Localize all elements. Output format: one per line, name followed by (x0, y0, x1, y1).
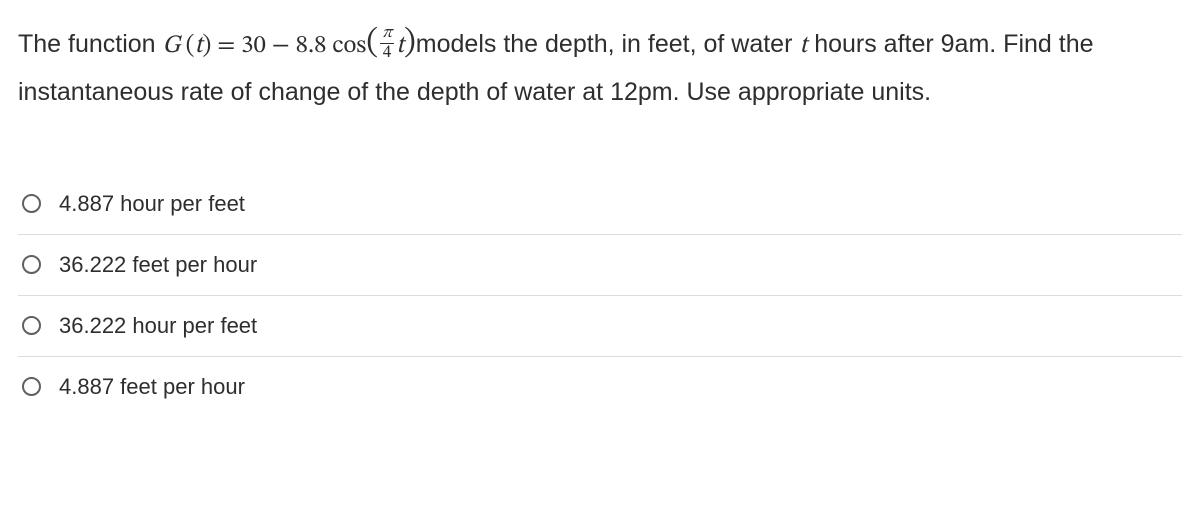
var-t-2: t (396, 33, 404, 58)
open-paren-1: ( (186, 33, 195, 58)
option-row[interactable]: 36.222 hour per feet (18, 295, 1182, 356)
coef-88: 8.8 (296, 33, 327, 58)
big-open-paren: ( (366, 26, 378, 59)
frac-num: π (380, 25, 394, 43)
option-label: 4.887 hour per feet (59, 191, 245, 217)
radio-icon[interactable] (22, 316, 41, 335)
option-label: 36.222 hour per feet (59, 313, 257, 339)
question-block: The function G (t) = 30 − 8.8 cos(π4t)mo… (0, 0, 1200, 427)
radio-icon[interactable] (22, 255, 41, 274)
cos-func: cos (327, 33, 367, 58)
big-close-paren: ) (404, 26, 416, 59)
options-list: 4.887 hour per feet 36.222 feet per hour… (18, 174, 1182, 417)
equals-sign: = (211, 33, 241, 58)
const-30: 30 (241, 33, 266, 58)
question-pre: The function (18, 30, 163, 58)
close-paren-1: ) (202, 33, 211, 58)
frac-den: 4 (380, 43, 394, 62)
func-name: G (163, 33, 181, 58)
minus-sign: − (266, 33, 296, 58)
question-text: The function G (t) = 30 − 8.8 cos(π4t)mo… (18, 18, 1182, 114)
question-post1: models the depth, in feet, of water (416, 30, 800, 58)
option-label: 36.222 feet per hour (59, 252, 257, 278)
radio-icon[interactable] (22, 194, 41, 213)
fraction-pi-4: π4 (380, 25, 394, 62)
option-row[interactable]: 36.222 feet per hour (18, 234, 1182, 295)
radio-icon[interactable] (22, 377, 41, 396)
option-row[interactable]: 4.887 hour per feet (18, 174, 1182, 234)
option-label: 4.887 feet per hour (59, 374, 245, 400)
option-row[interactable]: 4.887 feet per hour (18, 356, 1182, 417)
